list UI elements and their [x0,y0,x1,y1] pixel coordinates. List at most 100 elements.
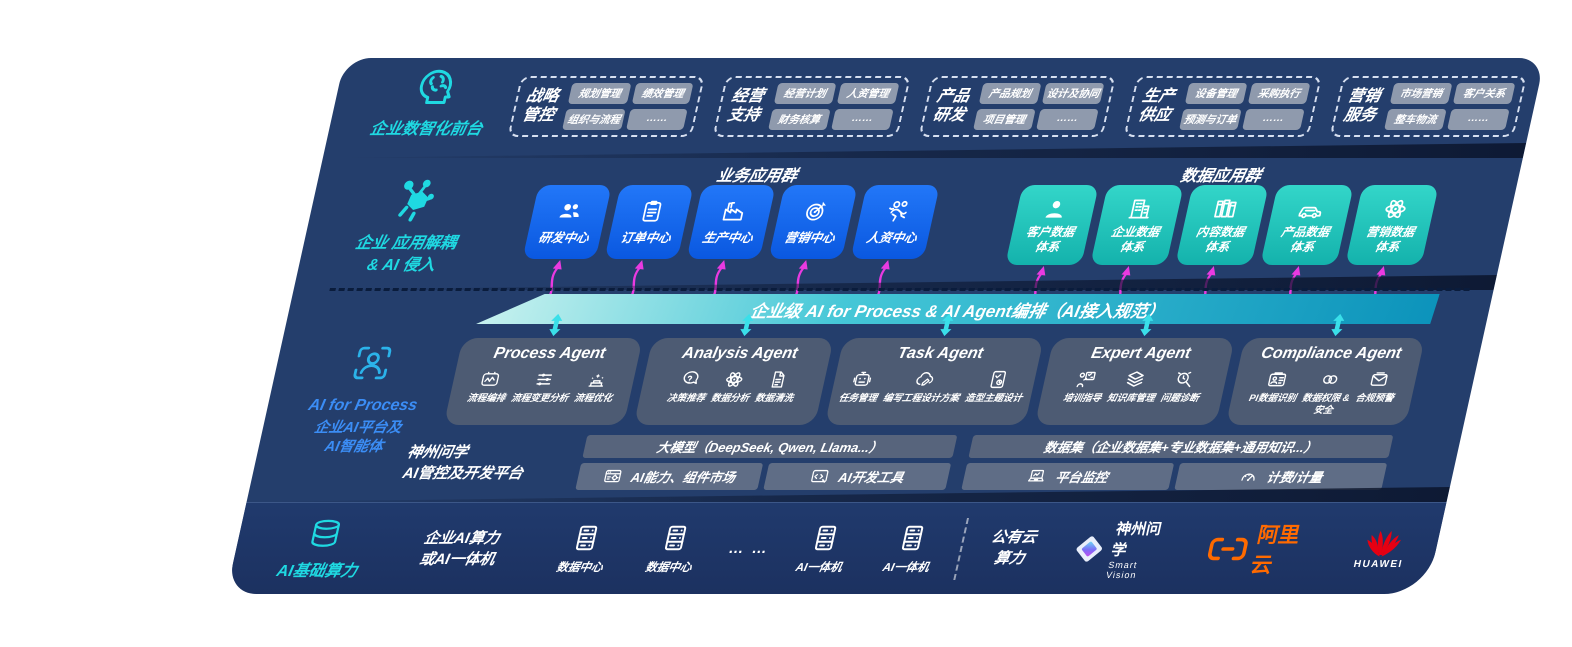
cloud-edit-icon [912,369,938,390]
public-cloud-line1: 公有云 [989,529,1039,547]
server-rack-icon [894,523,931,553]
agent-item-label: 流程优化 [572,393,614,404]
server-rack-icon [657,523,694,553]
up-down-arrow-icon [549,313,563,337]
app-layer-band: 企业 应用解耦 & AI 侵入 业务应用群 数据应用群 研发中心 订单中心 [294,158,1523,307]
platform-label: 神州问学 AI管控及开发平台 [399,435,571,490]
ai-layer-subtitle: 企业AI平台及 AI智能体 [289,419,423,457]
pill: 经营计划 [773,83,837,104]
data-box-label: 客户数据体系 [1024,224,1077,254]
data-box-product: 产品数据体系 [1260,185,1354,307]
waveform-icon [478,369,504,390]
ai-orchestration-banner: 企业级 AI for Process & AI Agent编排（AI接入规范） [476,294,1440,324]
agent-items: 决策推荐 数据分析 数据清洗 [644,369,820,405]
laptop-monitor-icon [1026,467,1049,486]
agent-title: Process Agent [492,345,608,362]
platform-monitor-bar: 平台监控 [961,463,1175,490]
app-box-hr-center: 人资中心 [850,185,940,301]
aliyun-text: 阿里云 [1248,523,1303,577]
agent-item: 流程变更分析 [510,369,575,405]
architecture-panel: 企业数智化前台 战略管控 规划管理 绩效管理 组织与流程 …… 经营支持 经营计… [226,58,1546,594]
pill: …… [1242,109,1305,130]
billing-metering-bar: 计费/计量 [1174,463,1388,490]
platform-dataset-group: 数据集（企业数据集+专业数据集+通用知识...） 平台监控 计费/计量 [961,435,1394,490]
ai-devtools-bar: AI开发工具 [763,463,952,490]
pill: 人资管理 [836,83,900,104]
agent-item-label: 决策推荐 [665,393,707,404]
compute-title: AI基础算力 [275,562,359,580]
up-down-arrow-icon [739,313,753,337]
app-box-label: 营销中心 [783,231,837,245]
front-office-title: 企业数智化前台 [368,121,485,138]
up-down-arrow-icon [940,313,954,337]
public-cloud-line2: 算力 [992,549,1027,567]
agent-item-label: 问题诊断 [1159,393,1200,404]
app-box-label: 订单中心 [619,231,673,245]
data-box-label: 产品数据体系 [1279,224,1332,254]
agent-item-label: 流程变更分析 [509,393,570,404]
pill: …… [625,109,689,130]
compute-band: AI基础算力 企业AI算力 或AI一体机 数据中心 数据中心 … … AI [226,502,1447,594]
atom-icon [721,369,747,390]
pill: 绩效管理 [631,83,694,104]
huawei-logo: HUAWEI [1353,527,1412,570]
pill: 产品规划 [979,83,1042,104]
chat-icon [677,369,703,390]
ai-layer-subtitle-line1: 企业AI平台及 [312,420,404,436]
data-box-content: 内容数据体系 [1175,185,1269,307]
agent-item: 数据权限 & 安全 [1298,369,1356,417]
data-box-label: 营销数据体系 [1364,224,1417,254]
data-apps-row: 客户数据体系 企业数据体系 内容数据体系 产品数据体系 [1005,185,1439,307]
pill: 采购执行 [1247,83,1311,104]
server-rack-icon [568,523,605,553]
agent-box-analysis: Analysis Agent 决策推荐 数据分析 数据清洗 [634,313,834,425]
group-title: 营销服务 [1342,87,1383,124]
pill: 设计及协同 [1041,83,1105,104]
dataset-subbars: 平台监控 计费/计量 [961,463,1388,490]
bar-label: AI能力、组件市场 [629,470,737,485]
agent-item: 流程编排 [466,369,512,405]
server-rack-icon [807,523,844,553]
agent-item-label: 知识库管理 [1105,393,1156,404]
agent-item-label: 任务管理 [837,393,879,404]
scan-person-icon [347,342,398,384]
people-icon [882,198,914,224]
pill: 整车物流 [1384,109,1447,130]
agent-item-label: 数据分析 [709,393,751,404]
front-groups: 战略管控 规划管理 绩效管理 组织与流程 …… 经营支持 经营计划 人资管理 财… [507,76,1528,137]
agent-item-label: 合规预警 [1354,393,1395,404]
data-box-marketing: 营销数据体系 [1345,185,1439,307]
robot-icon [849,369,875,390]
optimize-icon [585,369,611,390]
agent-box-compliance: Compliance Agent PI数据识别 数据权限 & 安全 合规预警 [1225,313,1425,425]
molecule-icon [386,176,445,224]
layers-icon [1122,369,1148,390]
cluster-label-line2: 或AI一体机 [417,550,497,568]
tablet-check-icon [985,369,1011,390]
server-label: 数据中心 [644,561,693,574]
agents-row: Process Agent 流程编排 流程变更分析 流程优化 Analysis … [443,313,1425,425]
platform-row: 神州问学 AI管控及开发平台 大模型（DeepSeek, Qwen, Llama… [399,435,1394,490]
ai-layer-subtitle-line2: AI智能体 [323,438,385,455]
agent-item-label: 流程编排 [465,393,507,404]
group-title: 生产供应 [1136,87,1177,124]
app-box-label: 研发中心 [537,231,591,245]
atom-icon [1380,196,1412,222]
agent-items: 任务管理 编写工程设计方案 造型主题设计 [835,369,1032,405]
compute-label: AI基础算力 [257,517,387,581]
smartvision-cn: 神州问学 [1109,520,1164,559]
app-box-order-center: 订单中心 [604,185,694,301]
agent-items: PI数据识别 数据权限 & 安全 合规预警 [1233,369,1412,417]
group-product: 产品研发 产品规划 设计及协同 项目管理 …… [918,76,1117,137]
agent-item: 造型主题设计 [964,369,1029,405]
group-pills: 规划管理 绩效管理 组织与流程 …… [562,83,694,130]
compute-row: AI基础算力 企业AI算力 或AI一体机 数据中心 数据中心 … … AI [254,503,1416,594]
app-box-marketing-center: 营销中心 [768,185,858,301]
pill: 市场营销 [1389,83,1453,104]
agent-item: 知识库管理 [1106,369,1161,405]
pill: 财务核算 [767,109,831,130]
group-strategy: 战略管控 规划管理 绩效管理 组织与流程 …… [507,76,706,137]
vertical-dashed-divider [953,517,970,580]
id-card-icon [1264,369,1290,390]
